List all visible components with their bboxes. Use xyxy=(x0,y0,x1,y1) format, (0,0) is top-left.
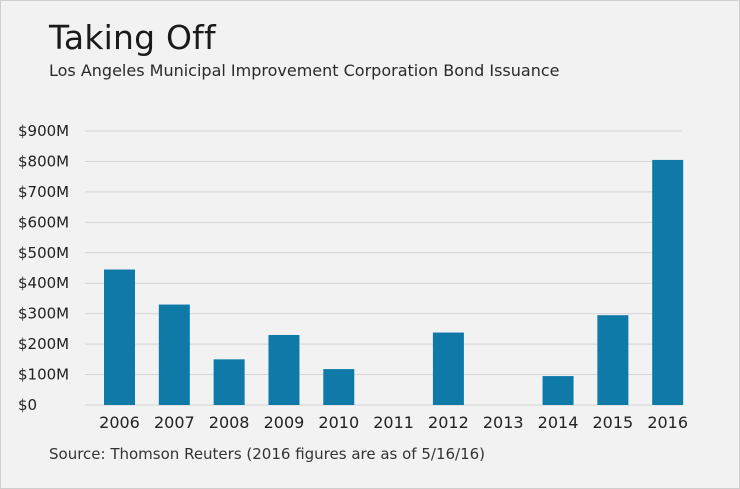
x-tick-label: 2010 xyxy=(318,413,359,432)
y-tick-label: $200M xyxy=(18,335,69,353)
bar-2014 xyxy=(542,376,574,405)
bar-2012 xyxy=(432,332,464,405)
x-tick-label: 2007 xyxy=(154,413,195,432)
bar-2009 xyxy=(268,334,300,405)
y-tick-label: $100M xyxy=(18,366,69,384)
x-tick-label: 2011 xyxy=(373,413,414,432)
x-tick-label: 2009 xyxy=(264,413,305,432)
y-tick-label: $800M xyxy=(18,152,69,170)
chart-subtitle: Los Angeles Municipal Improvement Corpor… xyxy=(49,61,560,80)
y-tick-label: $700M xyxy=(18,183,69,201)
bar-2007 xyxy=(158,304,190,405)
x-tick-label: 2016 xyxy=(647,413,688,432)
chart-title: Taking Off xyxy=(49,18,216,57)
y-tick-label: $900M xyxy=(18,122,69,140)
bar-2015 xyxy=(597,315,629,405)
bar-2006 xyxy=(104,269,135,405)
bar-2010 xyxy=(323,369,355,405)
x-tick-label: 2008 xyxy=(209,413,250,432)
x-tick-label: 2014 xyxy=(538,413,579,432)
x-tick-label: 2013 xyxy=(483,413,524,432)
y-tick-label: $0 xyxy=(18,396,37,414)
y-tick-label: $300M xyxy=(18,305,69,323)
bar-2008 xyxy=(213,359,245,405)
y-tick-label: $600M xyxy=(18,213,69,231)
y-tick-label: $400M xyxy=(18,274,69,292)
bar-2016 xyxy=(652,159,684,405)
y-tick-label: $500M xyxy=(18,244,69,262)
chart-source: Source: Thomson Reuters (2016 figures ar… xyxy=(49,445,486,463)
x-tick-label: 2012 xyxy=(428,413,469,432)
x-tick-label: 2006 xyxy=(99,413,140,432)
x-tick-label: 2015 xyxy=(593,413,634,432)
